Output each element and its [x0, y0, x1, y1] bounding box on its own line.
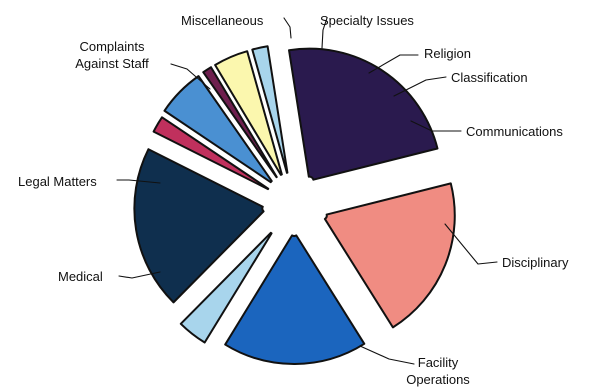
leader-communications: [410, 120, 462, 132]
label-complaints-line1: Complaints: [79, 39, 145, 54]
label-miscellaneous: Miscellaneous: [181, 13, 264, 28]
slice-medical: [224, 234, 366, 365]
slice-communications: [251, 45, 289, 174]
slice-miscellaneous: [152, 116, 270, 191]
label-facility-operations-line1: Facility: [418, 355, 459, 370]
label-communications: Communications: [466, 124, 563, 139]
label-legal-matters: Legal Matters: [18, 174, 97, 189]
slice-disciplinary: [288, 47, 439, 181]
label-disciplinary: Disciplinary: [502, 255, 569, 270]
leader-medical: [118, 271, 161, 279]
slice-facility-operations: [323, 182, 456, 329]
label-complaints-line2: Against Staff: [75, 56, 149, 71]
slice-classification: [214, 50, 283, 176]
label-specialty-issues: Specialty Issues: [320, 13, 414, 28]
leader-miscellaneous: [283, 17, 292, 39]
leader-religion: [368, 54, 419, 74]
leader-legal-matters: [116, 179, 161, 184]
leader-classification: [393, 76, 447, 97]
leader-facility-operations: [359, 345, 415, 365]
slice-legal-matters: [179, 231, 273, 344]
leader-complaints-against-staff: [170, 63, 211, 90]
label-facility-operations-line2: Operations: [406, 372, 470, 387]
slice-complaints-against-staff: [133, 148, 265, 304]
label-medical: Medical: [58, 269, 103, 284]
leader-disciplinary: [444, 223, 498, 265]
slice-religion: [202, 66, 278, 179]
leader-specialty-issues: [321, 17, 328, 49]
label-religion: Religion: [424, 46, 471, 61]
label-classification: Classification: [451, 70, 528, 85]
slice-specialty-issues: [163, 75, 273, 184]
